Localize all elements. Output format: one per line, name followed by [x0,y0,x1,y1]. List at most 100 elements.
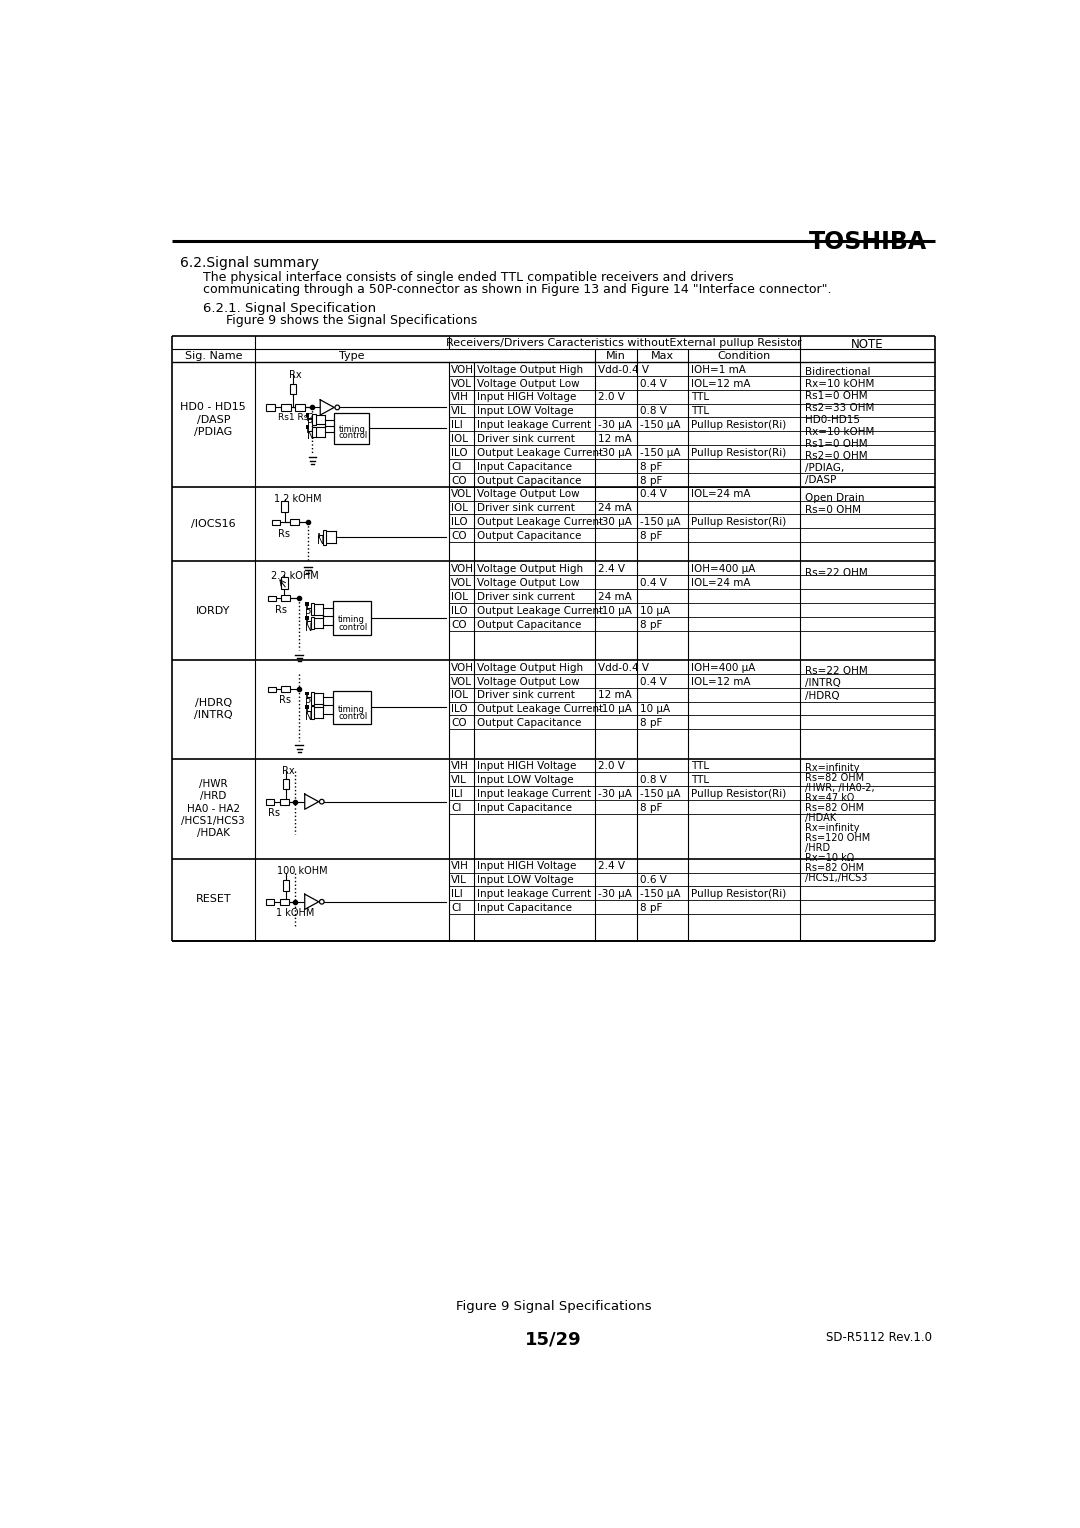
Bar [266,900,273,905]
Bar [281,596,291,602]
Text: P: P [306,610,311,619]
Text: Input HIGH Voltage: Input HIGH Voltage [476,393,576,402]
Polygon shape [305,894,319,909]
Bar [296,405,305,411]
Text: control: control [339,431,368,440]
Text: P: P [306,698,311,709]
Text: Max: Max [651,351,674,361]
Bar [283,779,289,790]
Text: TTL: TTL [691,775,708,785]
Text: 1 kOHM: 1 kOHM [276,908,314,918]
Text: IOL=12 mA: IOL=12 mA [691,677,751,686]
Text: Input Capacitance: Input Capacitance [476,461,571,472]
Text: Rs1 Rs2: Rs1 Rs2 [279,413,314,422]
Text: Output Leakage Current: Output Leakage Current [476,448,603,458]
Text: 24 mA: 24 mA [597,503,632,513]
Text: 6.2.1. Signal Specification: 6.2.1. Signal Specification [203,303,376,315]
Text: Vdd-0.4 V: Vdd-0.4 V [597,365,649,374]
Text: 8 pF: 8 pF [639,802,662,813]
Text: 0.4 V: 0.4 V [639,379,666,388]
Text: Input leakage Current: Input leakage Current [476,420,591,431]
Text: 0.6 V: 0.6 V [639,876,666,885]
Text: CO: CO [451,475,467,486]
Text: Figure 9 Signal Specifications: Figure 9 Signal Specifications [456,1300,651,1313]
Text: Rx: Rx [282,766,295,776]
Text: /HDRQ: /HDRQ [194,698,232,707]
Bar [280,898,289,905]
Text: 8 pF: 8 pF [639,718,662,729]
Text: /PDIAG: /PDIAG [194,426,232,437]
Text: CO: CO [451,619,467,630]
Bar [272,520,280,526]
Text: Rs=22 OHM: Rs=22 OHM [805,666,867,677]
Text: 8 pF: 8 pF [639,903,662,912]
Text: Rx=47 kΩ: Rx=47 kΩ [805,793,854,804]
Text: Output Capacitance: Output Capacitance [476,619,581,630]
Text: Output Capacitance: Output Capacitance [476,532,581,541]
Text: 0.4 V: 0.4 V [639,489,666,500]
Text: Rs2=0 OHM: Rs2=0 OHM [805,451,867,461]
Text: -10 μA: -10 μA [597,704,632,714]
Text: VOH: VOH [451,663,474,672]
Text: Rs=82 OHM: Rs=82 OHM [805,863,864,874]
Bar [281,686,291,692]
Text: Pullup Resistor(Ri): Pullup Resistor(Ri) [691,448,786,458]
Text: timing: timing [338,704,365,714]
Text: Type: Type [339,351,365,361]
Text: Rs=22 OHM: Rs=22 OHM [805,567,867,578]
Text: N: N [306,712,313,723]
Text: RESET: RESET [195,894,231,905]
Text: ILI: ILI [451,889,463,898]
Text: Pullup Resistor(Ri): Pullup Resistor(Ri) [691,788,786,799]
Text: Driver sink current: Driver sink current [476,503,575,513]
Bar [305,616,309,620]
Bar [282,501,287,512]
Text: Driver sink current: Driver sink current [476,591,575,602]
Text: Rs=82 OHM: Rs=82 OHM [805,773,864,784]
Bar [311,692,314,704]
Text: 1.2 kOHM: 1.2 kOHM [274,495,322,504]
Text: Rs: Rs [279,695,292,706]
Bar [268,596,276,602]
Text: 10 μA: 10 μA [639,704,670,714]
Polygon shape [321,400,334,416]
Text: Rs=120 OHM: Rs=120 OHM [805,833,869,843]
Text: 0.8 V: 0.8 V [639,775,666,785]
Bar [282,405,291,411]
Text: Vdd-0.4 V: Vdd-0.4 V [597,663,649,672]
Text: CO: CO [451,532,467,541]
Bar [291,384,296,394]
Circle shape [335,405,339,410]
Text: Rs=0 OHM: Rs=0 OHM [805,506,861,515]
Bar [283,880,289,891]
Text: ILI: ILI [451,788,463,799]
Text: 6.2.Signal summary: 6.2.Signal summary [180,255,319,270]
Text: 24 mA: 24 mA [597,591,632,602]
Text: Bidirectional: Bidirectional [805,367,870,377]
Bar [334,602,370,634]
Text: IOL: IOL [451,591,469,602]
Polygon shape [305,795,319,810]
Text: Voltage Output Low: Voltage Output Low [476,489,579,500]
Text: /HDAK: /HDAK [197,828,230,839]
Text: Pullup Resistor(Ri): Pullup Resistor(Ri) [691,516,786,527]
Text: Driver sink current: Driver sink current [476,691,575,700]
Text: -30 μA: -30 μA [597,420,632,431]
Text: VIH: VIH [451,761,469,772]
Text: IOH=400 μA: IOH=400 μA [691,564,755,575]
Bar [281,578,287,590]
Text: /HRD: /HRD [200,792,227,801]
Text: -30 μA: -30 μA [597,788,632,799]
Text: ILI: ILI [451,420,463,431]
Text: /HWR: /HWR [199,779,228,788]
Text: Input Capacitance: Input Capacitance [476,802,571,813]
Text: VIH: VIH [451,862,469,871]
Bar [312,426,315,437]
Text: TTL: TTL [691,393,708,402]
Bar [334,691,370,724]
Text: 2.0 V: 2.0 V [597,761,624,772]
Text: Input leakage Current: Input leakage Current [476,889,591,898]
Text: Input leakage Current: Input leakage Current [476,788,591,799]
Bar [305,692,309,695]
Text: IOL=24 mA: IOL=24 mA [691,578,751,588]
